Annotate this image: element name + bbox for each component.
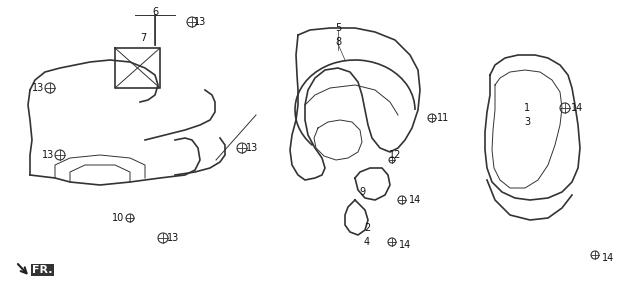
Text: 1: 1	[524, 103, 530, 113]
Text: 10: 10	[112, 213, 124, 223]
Text: 8: 8	[335, 37, 341, 47]
Text: 5: 5	[335, 23, 341, 33]
Text: 14: 14	[399, 240, 411, 250]
Text: FR.: FR.	[32, 265, 52, 275]
Text: 6: 6	[152, 7, 158, 17]
Text: 4: 4	[364, 237, 370, 247]
Text: 13: 13	[194, 17, 206, 27]
Text: FR.: FR.	[32, 265, 52, 275]
Text: 13: 13	[32, 83, 44, 93]
Text: 9: 9	[359, 187, 365, 197]
Text: 13: 13	[42, 150, 54, 160]
Text: 14: 14	[602, 253, 614, 263]
Text: 3: 3	[524, 117, 530, 127]
Text: 13: 13	[246, 143, 258, 153]
Text: 2: 2	[364, 223, 370, 233]
Text: 13: 13	[167, 233, 179, 243]
Text: 7: 7	[140, 33, 146, 43]
Text: 12: 12	[389, 150, 401, 160]
Text: 11: 11	[437, 113, 449, 123]
Text: 14: 14	[409, 195, 421, 205]
Text: 14: 14	[571, 103, 583, 113]
